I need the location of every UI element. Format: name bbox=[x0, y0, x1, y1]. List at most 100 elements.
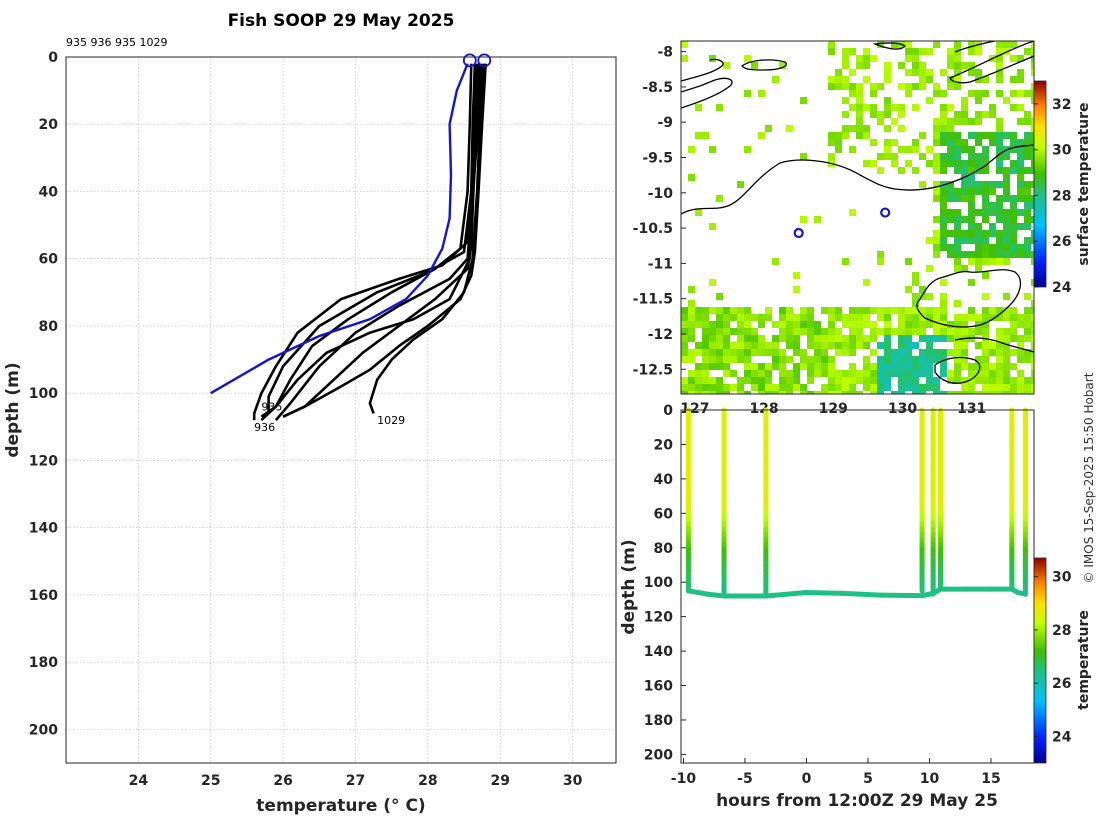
sst-cell bbox=[989, 139, 996, 146]
sst-cell bbox=[800, 97, 807, 104]
sst-cell bbox=[961, 104, 968, 111]
sst-cell bbox=[905, 384, 912, 391]
sst-cell bbox=[751, 335, 758, 342]
sst-cell bbox=[947, 321, 954, 328]
sst-cell bbox=[1003, 188, 1010, 195]
sst-cell bbox=[933, 356, 940, 363]
sst-cell bbox=[1010, 307, 1017, 314]
sst-cell bbox=[751, 314, 758, 321]
sst-cell bbox=[821, 363, 828, 370]
sst-cell bbox=[842, 377, 849, 384]
sst-cell bbox=[877, 356, 884, 363]
sst-cell bbox=[975, 48, 982, 55]
sst-cell bbox=[912, 62, 919, 69]
section-casts bbox=[685, 407, 1028, 599]
sst-cell bbox=[772, 258, 779, 265]
sst-cell bbox=[975, 181, 982, 188]
sst-cell bbox=[912, 300, 919, 307]
sst-cell bbox=[1010, 384, 1017, 391]
sst-cell bbox=[968, 307, 975, 314]
sst-cell bbox=[982, 363, 989, 370]
sst-cell bbox=[695, 363, 702, 370]
profile-xtick: 29 bbox=[490, 773, 509, 789]
sst-cell bbox=[1010, 160, 1017, 167]
map-ytick: -11 bbox=[648, 256, 673, 272]
sst-cell bbox=[933, 153, 940, 160]
sst-cell bbox=[975, 118, 982, 125]
sst-cell bbox=[982, 314, 989, 321]
sst-cell bbox=[1017, 181, 1024, 188]
sst-cell bbox=[1010, 55, 1017, 62]
sst-cell bbox=[996, 391, 1003, 394]
sst-cell bbox=[961, 230, 968, 237]
sst-cell bbox=[793, 349, 800, 356]
sst-cell bbox=[961, 384, 968, 391]
sst-cell bbox=[996, 125, 1003, 132]
sst-cell bbox=[856, 370, 863, 377]
sst-cell bbox=[1024, 209, 1031, 216]
sst-cell bbox=[681, 314, 688, 321]
sst-cell bbox=[1010, 237, 1017, 244]
sst-cell bbox=[961, 146, 968, 153]
sst-cell bbox=[912, 83, 919, 90]
sst-cell bbox=[1024, 237, 1031, 244]
sst-cell bbox=[1031, 328, 1034, 335]
sst-cell bbox=[1003, 307, 1010, 314]
sst-cell bbox=[730, 314, 737, 321]
sst-cell bbox=[940, 391, 947, 394]
sst-cell bbox=[1024, 188, 1031, 195]
sst-cell bbox=[891, 356, 898, 363]
sst-cell bbox=[723, 321, 730, 328]
sst-cell bbox=[898, 146, 905, 153]
sst-cell bbox=[1024, 293, 1031, 300]
sst-cell bbox=[884, 69, 891, 76]
sst-cell bbox=[926, 160, 933, 167]
sst-cell bbox=[688, 146, 695, 153]
sst-cell bbox=[688, 300, 695, 307]
sst-cbar-tick: 28 bbox=[1052, 188, 1071, 204]
sst-cell bbox=[1003, 377, 1010, 384]
sst-cell bbox=[695, 104, 702, 111]
sst-cell bbox=[702, 363, 709, 370]
sst-cell bbox=[821, 384, 828, 391]
sst-cell bbox=[947, 125, 954, 132]
sst-cell bbox=[842, 321, 849, 328]
map-ytick: -10 bbox=[648, 186, 674, 202]
profile-start-marker bbox=[462, 53, 477, 68]
sst-cell bbox=[856, 55, 863, 62]
sst-cell bbox=[989, 377, 996, 384]
sst-cell bbox=[716, 195, 723, 202]
sst-cell bbox=[954, 230, 961, 237]
sst-cell bbox=[961, 321, 968, 328]
sst-cell bbox=[975, 209, 982, 216]
sst-cell bbox=[961, 216, 968, 223]
sst-cell bbox=[982, 349, 989, 356]
sst-cell bbox=[940, 195, 947, 202]
sst-cell bbox=[926, 48, 933, 55]
sst-cell bbox=[863, 125, 870, 132]
sst-cell bbox=[982, 216, 989, 223]
sst-cell bbox=[1017, 55, 1024, 62]
sst-cell bbox=[779, 384, 786, 391]
sst-cell bbox=[793, 272, 800, 279]
sst-cell bbox=[940, 209, 947, 216]
sst-cell bbox=[793, 342, 800, 349]
sst-cell bbox=[1031, 300, 1034, 307]
sst-cell bbox=[849, 342, 856, 349]
sst-cell bbox=[1017, 139, 1024, 146]
sst-cell bbox=[940, 230, 947, 237]
sst-cell bbox=[807, 377, 814, 384]
sst-cell bbox=[912, 293, 919, 300]
sst-cell bbox=[1017, 118, 1024, 125]
sst-cell bbox=[737, 349, 744, 356]
sst-cell bbox=[758, 321, 765, 328]
sst-cell bbox=[772, 391, 779, 394]
sst-cell bbox=[1031, 55, 1034, 62]
sst-cell bbox=[954, 237, 961, 244]
sst-cell bbox=[954, 146, 961, 153]
sst-cell bbox=[919, 349, 926, 356]
sst-cell bbox=[835, 377, 842, 384]
sst-cell bbox=[912, 356, 919, 363]
sst-cell bbox=[744, 90, 751, 97]
sst-cell bbox=[982, 293, 989, 300]
